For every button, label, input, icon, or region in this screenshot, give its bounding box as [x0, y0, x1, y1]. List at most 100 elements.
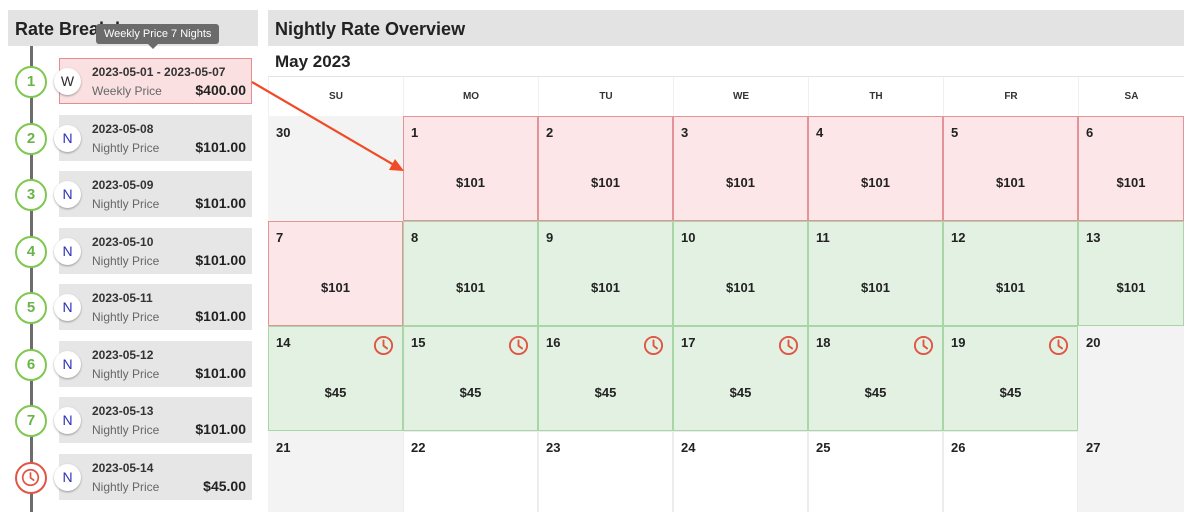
day-price: $101 [1116, 280, 1146, 295]
calendar-day[interactable]: 14 $45 [268, 326, 403, 431]
rate-amount: $101.00 [195, 138, 246, 155]
calendar-day[interactable]: 11 $101 [808, 221, 943, 326]
day-number: 24 [681, 440, 696, 455]
calendar-day[interactable]: 18 $45 [808, 326, 943, 431]
rate-dates: 2023-05-13 [92, 404, 154, 418]
rate-dates: 2023-05-11 [92, 291, 153, 305]
rate-amount: $400.00 [195, 82, 246, 98]
calendar-day[interactable]: 6 $101 [1078, 116, 1184, 221]
timeline-step: 2 [15, 122, 47, 155]
clock-icon [643, 335, 664, 361]
rate-type-label: Nightly Price [92, 479, 160, 494]
calendar-day[interactable]: 4 $101 [808, 116, 943, 221]
calendar-day[interactable]: 3 $101 [673, 116, 808, 221]
calendar-day[interactable]: 20 [1078, 326, 1184, 431]
day-number: 8 [411, 230, 419, 245]
rate-type-label: Nightly Price [92, 310, 160, 324]
calendar-day[interactable]: 21 [268, 431, 403, 512]
weekday-fr: FR [943, 77, 1078, 117]
clock-icon [508, 335, 529, 361]
calendar-day[interactable]: 24 [673, 431, 808, 512]
rate-breakdown-list: 1 W 2023-05-01 - 2023-05-07 Weekly Price $40… [8, 46, 258, 500]
rate-dates: 2023-05-14 [92, 460, 154, 475]
calendar-days: 30 1 $101 2 $101 3 $101 4 $101 5 $101 6 $101 7 $101 8 $1… [268, 116, 1184, 512]
calendar-day[interactable]: 26 [943, 431, 1078, 512]
calendar-day[interactable]: 30 [268, 116, 403, 221]
day-number: 6 [1086, 125, 1094, 140]
rate-row: 3 N 2023-05-09 Nightly Price $101.00 [8, 159, 258, 217]
calendar-day[interactable]: 25 [808, 431, 943, 512]
rate-card[interactable]: N 2023-05-11 Nightly Price $101.00 [54, 284, 252, 330]
rate-dates: 2023-05-12 [92, 347, 154, 362]
rate-card[interactable]: N 2023-05-09 Nightly Price $101.00 [54, 171, 252, 217]
calendar-day[interactable]: 15 $45 [403, 326, 538, 431]
timeline-line [30, 46, 33, 512]
rate-dates: 2023-05-10 [92, 234, 154, 249]
rate-type-badge: N [54, 124, 81, 152]
calendar-day[interactable]: 27 [1078, 431, 1184, 512]
day-number: 25 [816, 440, 831, 455]
rate-card[interactable]: N 2023-05-14 Nightly Price $45.00 [54, 453, 252, 500]
calendar-day[interactable]: 13 $101 [1078, 221, 1184, 326]
calendar-day[interactable]: 17 $45 [673, 326, 808, 431]
calendar-day[interactable]: 1 $101 [403, 116, 538, 221]
rate-card[interactable]: N 2023-05-12 Nightly Price $101.00 [54, 340, 252, 387]
weekday-mo: MO [403, 77, 538, 117]
calendar-day[interactable]: 23 [538, 431, 673, 512]
calendar-day[interactable]: 16 $45 [538, 326, 673, 431]
rate-dates: 2023-05-01 - 2023-05-07 [92, 65, 226, 79]
calendar-day[interactable]: 5 $101 [943, 116, 1078, 221]
calendar-day[interactable]: 8 $101 [403, 221, 538, 326]
weekday-we: WE [673, 77, 808, 117]
nightly-rate-overview-title: Nightly Rate Overview [268, 10, 1184, 46]
rate-card[interactable]: N 2023-05-10 Nightly Price $101.00 [54, 227, 252, 274]
day-number: 22 [411, 440, 426, 455]
day-number: 20 [1086, 335, 1101, 350]
day-price: $101 [996, 280, 1025, 295]
weekday-sa: SA [1078, 77, 1184, 117]
clock-icon [373, 335, 394, 361]
rate-type-badge: N [54, 237, 81, 265]
day-price: $101 [996, 175, 1025, 190]
rate-type-badge: N [54, 463, 81, 491]
rate-card[interactable]: W 2023-05-01 - 2023-05-07 Weekly Price $400… [54, 58, 252, 104]
calendar-day[interactable]: 19 $45 [943, 326, 1078, 431]
rate-type-label: Nightly Price [92, 423, 160, 437]
rate-card[interactable]: N 2023-05-13 Nightly Price $101.00 [54, 397, 252, 443]
day-price: $101 [591, 175, 620, 190]
rate-type-badge: N [54, 350, 81, 378]
day-price: $45 [594, 385, 617, 400]
day-price: $101 [456, 175, 485, 190]
weekday-header-row: SU MO TU WE TH FR SA [268, 76, 1184, 117]
rate-type-label: Nightly Price [92, 140, 160, 155]
day-price: $101 [456, 280, 485, 295]
calendar: SU MO TU WE TH FR SA 30 1 $101 2 $101 3 $101 4 $101 5 $1… [268, 76, 1184, 512]
weekly-price-tooltip: Weekly Price 7 Nights [96, 24, 220, 49]
day-price: $101 [591, 280, 620, 295]
calendar-day[interactable]: 7 $101 [268, 221, 403, 326]
clock-icon [1048, 335, 1069, 361]
rate-type-badge: N [54, 407, 81, 434]
timeline-step: 6 [15, 348, 47, 381]
timeline-step: 5 [15, 292, 47, 324]
calendar-day[interactable]: 12 $101 [943, 221, 1078, 326]
calendar-day[interactable]: 2 $101 [538, 116, 673, 221]
day-number: 18 [816, 335, 831, 350]
day-number: 14 [276, 335, 291, 350]
timeline-step: 3 [15, 179, 47, 211]
rate-card[interactable]: N 2023-05-08 Nightly Price $101.00 [54, 114, 252, 161]
day-number: 9 [546, 230, 554, 245]
weekday-th: TH [808, 77, 943, 117]
day-number: 11 [816, 230, 830, 245]
calendar-day[interactable]: 22 [403, 431, 538, 512]
calendar-day[interactable]: 10 $101 [673, 221, 808, 326]
weekday-su: SU [268, 77, 403, 117]
day-number: 16 [546, 335, 561, 350]
day-price: $45 [729, 385, 752, 400]
rate-amount: $101.00 [195, 308, 246, 324]
day-number: 3 [681, 125, 689, 140]
calendar-day[interactable]: 9 $101 [538, 221, 673, 326]
day-price: $101 [1116, 175, 1146, 190]
weekday-tu: TU [538, 77, 673, 117]
day-number: 15 [411, 335, 426, 350]
